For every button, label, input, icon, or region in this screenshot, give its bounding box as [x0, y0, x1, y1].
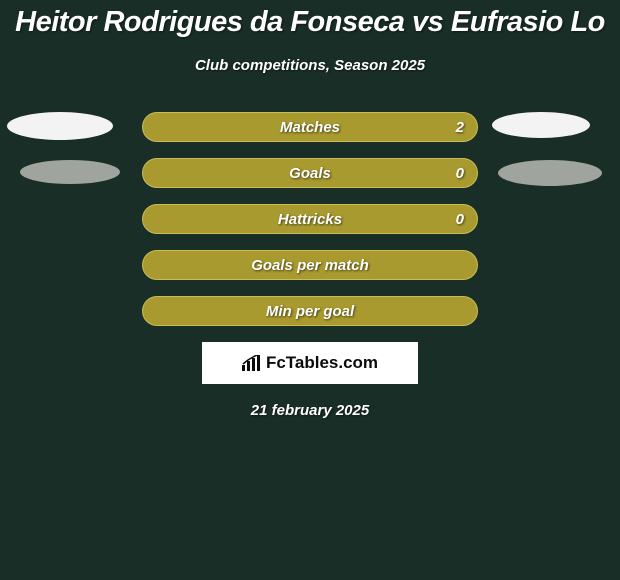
stat-value: 2 [456, 119, 464, 136]
page-title: Heitor Rodrigues da Fonseca vs Eufrasio … [0, 0, 620, 39]
stat-bar: Hattricks 0 [142, 204, 478, 234]
stat-rows: Matches 2 Goals 0 Hattricks 0 Goals per … [0, 112, 620, 326]
left-ellipse [20, 160, 120, 184]
stat-row: Hattricks 0 [0, 204, 620, 234]
subtitle: Club competitions, Season 2025 [0, 57, 620, 74]
stat-row: Goals per match [0, 250, 620, 280]
logo-text: FcTables.com [266, 353, 378, 373]
stat-bar: Goals per match [142, 250, 478, 280]
stat-row: Goals 0 [0, 158, 620, 188]
right-ellipse [498, 160, 602, 186]
left-ellipse [7, 112, 113, 140]
stat-value: 0 [456, 165, 464, 182]
right-ellipse [492, 112, 590, 138]
stat-label: Goals [289, 165, 331, 182]
stat-label: Goals per match [251, 257, 369, 274]
chart-icon [242, 355, 260, 371]
stat-value: 0 [456, 211, 464, 228]
stat-bar: Matches 2 [142, 112, 478, 142]
stat-bar: Goals 0 [142, 158, 478, 188]
stat-row: Matches 2 [0, 112, 620, 142]
stat-label: Hattricks [278, 211, 342, 228]
date-text: 21 february 2025 [0, 402, 620, 419]
stat-row: Min per goal [0, 296, 620, 326]
stat-bar: Min per goal [142, 296, 478, 326]
stat-label: Matches [280, 119, 340, 136]
stat-label: Min per goal [266, 303, 354, 320]
logo-box: FcTables.com [202, 342, 418, 384]
